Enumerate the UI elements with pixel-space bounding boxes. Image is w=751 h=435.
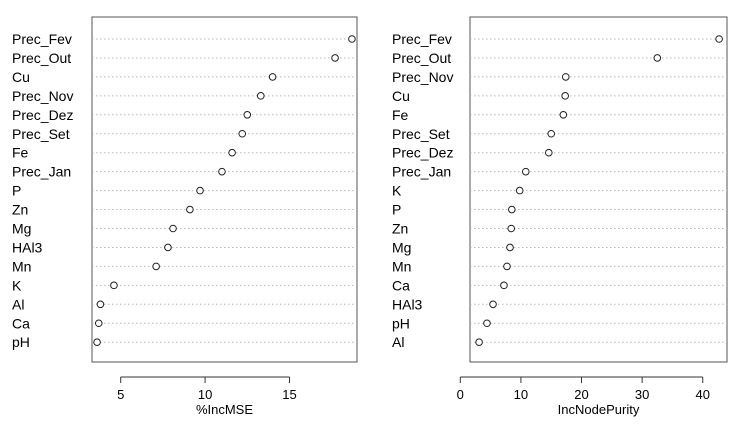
data-point — [348, 35, 356, 43]
category-label: Mn — [12, 258, 31, 274]
data-point — [196, 186, 204, 195]
data-point — [507, 224, 516, 233]
category-label: Zn — [12, 202, 28, 218]
category-label: Mg — [12, 221, 31, 237]
data-point — [483, 319, 491, 328]
x-tick-label: 0 — [457, 387, 464, 402]
data-point — [503, 262, 511, 271]
x-tick-label: 5 — [117, 387, 124, 402]
category-label: Ca — [12, 315, 30, 331]
category-label: Cu — [392, 88, 410, 104]
category-label: Prec_Nov — [12, 88, 73, 104]
x-axis-title: %IncMSE — [196, 402, 253, 417]
x-tick-label: 10 — [198, 387, 212, 402]
category-label: P — [12, 183, 21, 199]
data-point — [331, 54, 339, 62]
data-point — [152, 262, 160, 271]
data-point — [96, 300, 105, 309]
category-label: K — [392, 183, 402, 199]
category-label: Prec_Nov — [392, 69, 453, 85]
category-label: Fe — [392, 107, 409, 123]
plot-frame-2 — [469, 16, 728, 363]
data-point — [218, 167, 226, 176]
data-point — [715, 35, 723, 43]
category-label: P — [392, 202, 401, 218]
category-label: Al — [392, 334, 404, 350]
category-label: Prec_Fev — [392, 31, 452, 47]
x-tick-label: 15 — [282, 387, 296, 402]
category-label: Prec_Out — [12, 50, 71, 66]
data-point — [500, 281, 508, 290]
category-label: Prec_Jan — [392, 164, 451, 180]
data-point — [547, 129, 556, 138]
category-label: pH — [12, 334, 30, 350]
x-axis-title: IncNodePurity — [558, 402, 640, 417]
data-point — [544, 148, 553, 157]
category-label: HAl3 — [392, 296, 423, 312]
category-label: Al — [12, 296, 24, 312]
category-label: Fe — [12, 145, 29, 161]
data-point — [110, 281, 118, 290]
category-label: Zn — [392, 221, 408, 237]
category-label: Prec_Fev — [12, 31, 72, 47]
data-point — [238, 129, 247, 138]
data-point — [515, 186, 524, 195]
data-point — [164, 243, 172, 252]
category-label: Prec_Out — [392, 50, 451, 66]
data-point — [94, 319, 103, 328]
category-label: HAl3 — [12, 239, 43, 255]
x-tick-label: 10 — [514, 387, 528, 402]
x-tick-label: 40 — [696, 387, 710, 402]
data-point — [561, 92, 569, 100]
data-point — [268, 73, 277, 81]
data-point — [93, 338, 101, 347]
category-label: Mn — [392, 258, 411, 274]
data-point — [521, 167, 530, 176]
category-label: Prec_Dez — [12, 107, 73, 123]
category-label: Ca — [392, 277, 410, 293]
data-point — [169, 224, 177, 233]
category-label: Cu — [12, 69, 30, 85]
data-point — [256, 92, 265, 100]
data-point — [475, 338, 483, 347]
data-point — [228, 148, 236, 157]
data-point — [186, 205, 194, 214]
data-point — [508, 205, 516, 214]
data-point — [559, 111, 568, 119]
x-tick-label: 30 — [635, 387, 649, 402]
data-point — [561, 73, 570, 81]
data-point — [489, 300, 497, 309]
category-label: Mg — [392, 239, 411, 255]
x-tick-label: 20 — [574, 387, 588, 402]
data-point — [243, 111, 252, 119]
category-label: K — [12, 277, 22, 293]
category-label: Prec_Dez — [392, 145, 453, 161]
category-label: Prec_Jan — [12, 164, 71, 180]
data-point — [506, 243, 514, 252]
category-label: Prec_Set — [392, 126, 450, 142]
plot-frame-1 — [91, 16, 358, 363]
category-label: pH — [392, 315, 410, 331]
category-label: Prec_Set — [12, 126, 70, 142]
data-point — [653, 54, 662, 62]
